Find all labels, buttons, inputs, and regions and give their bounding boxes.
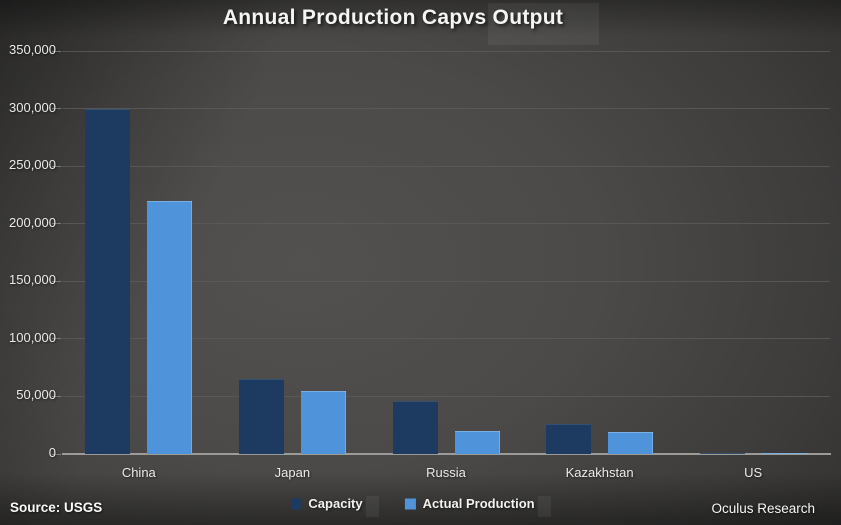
gridline <box>62 280 830 282</box>
x-axis-label-china: China <box>121 465 156 480</box>
y-axis-label: 250,000 <box>9 157 56 173</box>
x-axis-label-russia: Russia <box>426 465 466 480</box>
legend-shadow-artifact <box>537 496 551 517</box>
bar-actual-production-russia <box>454 430 500 454</box>
y-axis-tick <box>52 165 61 167</box>
bar-actual-production-china <box>147 200 193 454</box>
bar-capacity-china <box>85 108 131 454</box>
gridline <box>62 50 830 52</box>
x-axis-label-kazakhstan: Kazakhstan <box>565 465 634 480</box>
legend-shadow-artifact <box>365 496 379 517</box>
y-axis-tick <box>52 395 61 397</box>
source-note: Source: USGS <box>10 500 103 515</box>
y-axis-tick <box>52 453 61 455</box>
gridline <box>62 108 830 110</box>
x-axis-line <box>62 453 831 455</box>
y-axis-label: 300,000 <box>9 99 56 115</box>
gridline <box>62 165 830 167</box>
legend-label-capacity: Capacity <box>308 496 363 511</box>
y-axis-label: 200,000 <box>9 214 56 230</box>
legend-item-actual-production: Actual Production <box>404 493 551 517</box>
legend-item-capacity: Capacity <box>290 493 379 517</box>
x-axis-label-japan: Japan <box>274 465 311 480</box>
bar-actual-production-japan <box>300 390 346 454</box>
y-axis-label: 350,000 <box>9 42 56 57</box>
actual-production-color-swatch-icon <box>404 498 416 510</box>
gridline <box>62 338 830 340</box>
bar-actual-production-us <box>761 452 807 454</box>
legend-label-actual-production: Actual Production <box>422 496 535 511</box>
bar-capacity-russia <box>392 401 438 454</box>
bar-capacity-us <box>699 452 745 454</box>
y-axis-tick <box>52 50 61 52</box>
legend: Capacity Actual Production <box>290 493 551 517</box>
x-axis-label-us: US <box>744 465 763 480</box>
y-axis-label: 0 <box>48 445 56 460</box>
credit-note: Oculus Research <box>711 501 815 516</box>
gridline <box>62 223 830 225</box>
capacity-color-swatch-icon <box>290 498 302 510</box>
y-axis-label: 150,000 <box>9 272 56 288</box>
y-axis-tick <box>52 338 61 340</box>
y-axis-tick <box>52 108 61 110</box>
y-axis-label: 100,000 <box>9 329 56 345</box>
title-shadow-artifact <box>488 3 599 45</box>
bar-actual-production-kazakhstan <box>608 432 654 454</box>
chart-title: Annual Production Capvs Output <box>222 6 564 29</box>
bar-capacity-japan <box>238 379 284 454</box>
y-axis-tick <box>52 223 61 225</box>
y-axis-label: 50,000 <box>16 387 56 403</box>
bar-capacity-kazakhstan <box>546 424 592 454</box>
y-axis-tick <box>52 280 61 282</box>
gridline <box>62 395 830 397</box>
